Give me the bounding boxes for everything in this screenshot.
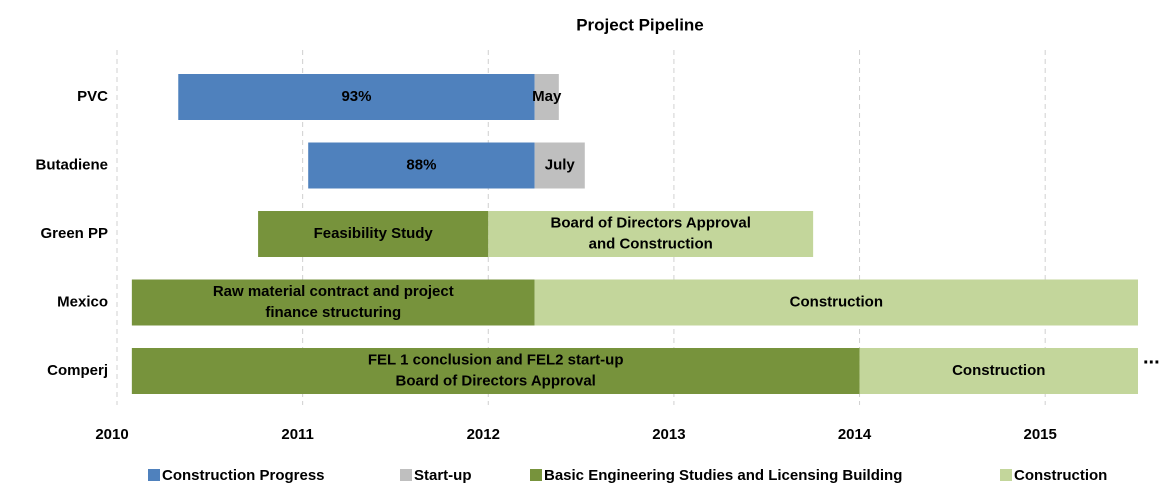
bar	[488, 211, 814, 257]
bar-label: Construction	[790, 293, 883, 310]
bar	[859, 348, 1138, 394]
bar-label: finance structuring	[265, 304, 401, 321]
annotation: ...	[1143, 346, 1160, 368]
bar	[178, 74, 535, 120]
bar-label: 88%	[406, 156, 436, 173]
bar-label: Construction	[952, 362, 1045, 379]
x-tick-label: 2012	[467, 426, 500, 443]
bar-label: Raw material contract and project	[213, 283, 454, 300]
bar	[534, 142, 585, 189]
y-tick-label: PVC	[77, 88, 108, 105]
legend-swatch	[148, 469, 160, 481]
bar-label: July	[545, 156, 576, 173]
y-tick-label: Mexico	[57, 293, 108, 310]
bar-label: Feasibility Study	[314, 225, 434, 242]
legend-label: Construction Progress	[162, 467, 325, 484]
bar	[131, 348, 860, 394]
bar-label: Board of Directors Approval	[396, 372, 596, 389]
y-tick-label: Comperj	[47, 362, 108, 379]
legend-label: Basic Engineering Studies and Licensing …	[544, 467, 902, 484]
legend-label: Construction	[1014, 467, 1107, 484]
bar	[534, 279, 1138, 326]
bar	[534, 74, 559, 120]
x-tick-label: 2010	[95, 426, 128, 443]
x-tick-label: 2013	[652, 426, 685, 443]
legend-swatch	[400, 469, 412, 481]
bar-label: May	[532, 88, 562, 105]
legend-swatch	[530, 469, 542, 481]
x-tick-label: 2011	[281, 426, 314, 443]
y-tick-label: Butadiene	[35, 156, 108, 173]
bar	[258, 211, 489, 257]
legend-label: Start-up	[414, 467, 472, 484]
bar-label: 93%	[341, 88, 371, 105]
bar	[131, 279, 535, 326]
bar-label: Board of Directors Approval	[551, 214, 751, 231]
legend-swatch	[1000, 469, 1012, 481]
bar-label: and Construction	[589, 235, 713, 252]
x-tick-label: 2015	[1023, 426, 1056, 443]
bar	[308, 142, 535, 189]
y-tick-label: Green PP	[40, 225, 108, 242]
x-tick-label: 2014	[838, 426, 872, 443]
chart-title: Project Pipeline	[576, 15, 704, 34]
bar-label: FEL 1 conclusion and FEL2 start-up	[368, 351, 624, 368]
